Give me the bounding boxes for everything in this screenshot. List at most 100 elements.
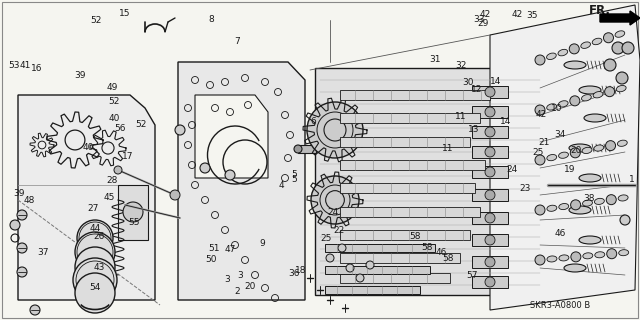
Text: 5: 5 (292, 170, 297, 179)
Circle shape (170, 190, 180, 200)
Text: 40: 40 (108, 114, 120, 123)
Bar (340, 253, 460, 263)
Circle shape (605, 87, 614, 97)
Text: 6: 6 (311, 117, 316, 126)
Bar (325, 266, 430, 274)
Circle shape (569, 44, 579, 54)
Circle shape (17, 210, 27, 220)
Polygon shape (315, 68, 545, 295)
Text: 28: 28 (106, 176, 118, 185)
Text: 11: 11 (442, 144, 454, 153)
Bar (340, 137, 470, 147)
Circle shape (485, 87, 495, 97)
Circle shape (75, 273, 115, 313)
Ellipse shape (569, 144, 591, 152)
Bar (472, 276, 508, 288)
Bar (472, 106, 508, 118)
FancyArrow shape (600, 11, 640, 25)
Text: 4: 4 (279, 181, 284, 190)
Text: 51: 51 (209, 244, 220, 253)
Ellipse shape (579, 86, 601, 94)
Text: 40: 40 (83, 143, 94, 152)
Text: 3: 3 (237, 271, 243, 280)
Circle shape (123, 202, 143, 222)
Text: 39: 39 (13, 189, 25, 198)
Circle shape (326, 254, 334, 262)
Ellipse shape (581, 42, 591, 48)
Text: 33: 33 (473, 15, 484, 24)
Polygon shape (18, 95, 155, 300)
Text: 55: 55 (129, 218, 140, 227)
Text: 8: 8 (209, 15, 214, 24)
Text: 18: 18 (295, 266, 307, 275)
Text: 52: 52 (90, 16, 102, 25)
Text: 31: 31 (429, 55, 441, 64)
Bar (472, 212, 508, 224)
Circle shape (571, 200, 580, 210)
Text: 32: 32 (455, 61, 467, 70)
Bar (472, 86, 508, 98)
Text: 45: 45 (103, 193, 115, 202)
Ellipse shape (593, 92, 603, 98)
Text: 1: 1 (630, 175, 635, 184)
Text: 48: 48 (23, 196, 35, 205)
Ellipse shape (547, 155, 557, 161)
Circle shape (485, 107, 495, 117)
Circle shape (535, 155, 545, 165)
Circle shape (311, 176, 359, 224)
Bar (472, 146, 508, 158)
Text: 9: 9 (260, 239, 265, 248)
Circle shape (17, 243, 27, 253)
Circle shape (604, 59, 616, 71)
Circle shape (485, 235, 495, 245)
Ellipse shape (294, 145, 302, 153)
Text: 2: 2 (234, 287, 239, 296)
Ellipse shape (594, 145, 604, 151)
Circle shape (535, 205, 545, 215)
Circle shape (307, 102, 363, 158)
Text: 56: 56 (115, 124, 126, 133)
Circle shape (605, 141, 616, 151)
Text: 42: 42 (535, 110, 547, 119)
Text: 58: 58 (409, 232, 420, 241)
Circle shape (366, 261, 374, 269)
Text: 35: 35 (527, 11, 538, 20)
Ellipse shape (615, 31, 625, 37)
Bar (472, 189, 508, 201)
Text: 58: 58 (442, 254, 454, 263)
Ellipse shape (547, 205, 557, 211)
Circle shape (114, 166, 122, 174)
Circle shape (485, 190, 495, 200)
Circle shape (485, 213, 495, 223)
Text: 11: 11 (455, 112, 467, 121)
Ellipse shape (547, 104, 557, 110)
Circle shape (570, 96, 580, 106)
Ellipse shape (584, 114, 606, 122)
Text: 5: 5 (292, 175, 297, 184)
Ellipse shape (564, 264, 586, 272)
Text: 42: 42 (479, 10, 491, 19)
Text: 20: 20 (570, 146, 582, 155)
Ellipse shape (595, 198, 604, 204)
Circle shape (225, 170, 235, 180)
Ellipse shape (558, 101, 568, 107)
Text: 16: 16 (31, 64, 43, 73)
Text: 44: 44 (89, 224, 100, 233)
Text: 26: 26 (93, 232, 105, 241)
Bar (340, 230, 470, 240)
Text: 58: 58 (422, 243, 433, 252)
Circle shape (346, 264, 354, 272)
Text: 29: 29 (477, 19, 489, 28)
Text: 46: 46 (554, 229, 566, 238)
Bar (340, 160, 485, 170)
Circle shape (200, 163, 210, 173)
Ellipse shape (592, 38, 602, 45)
Ellipse shape (564, 61, 586, 69)
Circle shape (30, 305, 40, 315)
Text: 3: 3 (225, 276, 230, 284)
Text: 10: 10 (551, 104, 563, 113)
Text: 14: 14 (500, 117, 511, 126)
Text: 49: 49 (106, 83, 118, 92)
Circle shape (485, 257, 495, 267)
Ellipse shape (547, 53, 556, 60)
